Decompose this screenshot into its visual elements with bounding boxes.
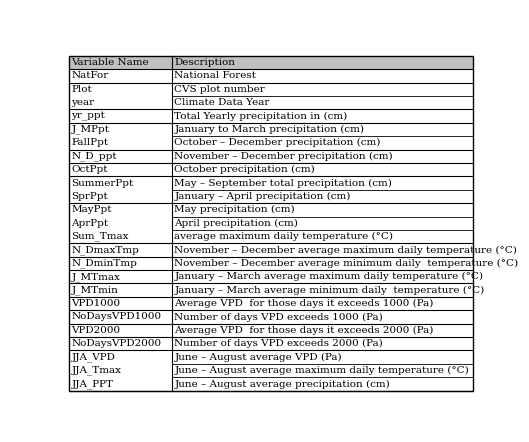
- Text: yr_ppt: yr_ppt: [71, 111, 105, 121]
- Text: January – March average maximum daily temperature (°C): January – March average maximum daily te…: [175, 272, 484, 282]
- Text: Number of days VPD exceeds 1000 (Pa): Number of days VPD exceeds 1000 (Pa): [175, 312, 383, 321]
- Text: JJA_PPT: JJA_PPT: [71, 379, 113, 389]
- Bar: [69, 337, 473, 351]
- Text: June – August average precipitation (cm): June – August average precipitation (cm): [175, 379, 390, 389]
- Bar: [69, 324, 473, 337]
- Text: April precipitation (cm): April precipitation (cm): [175, 219, 298, 228]
- Text: Sum_Tmax: Sum_Tmax: [71, 232, 129, 241]
- Text: November – December average maximum daily temperature (°C): November – December average maximum dail…: [175, 245, 517, 255]
- Text: J_MTmin: J_MTmin: [71, 286, 118, 295]
- Text: October precipitation (cm): October precipitation (cm): [175, 165, 315, 174]
- Bar: [69, 136, 473, 149]
- Text: average maximum daily temperature (°C): average maximum daily temperature (°C): [175, 232, 394, 241]
- Text: CVS plot number: CVS plot number: [175, 85, 265, 94]
- Bar: [69, 83, 473, 96]
- Text: May precipitation (cm): May precipitation (cm): [175, 205, 295, 214]
- Text: Variable Name: Variable Name: [71, 58, 149, 67]
- Text: May – September total precipitation (cm): May – September total precipitation (cm): [175, 179, 392, 187]
- Bar: [69, 163, 473, 176]
- Text: OctPpt: OctPpt: [71, 165, 108, 174]
- Bar: [69, 310, 473, 324]
- Bar: [69, 203, 473, 217]
- Text: Average VPD  for those days it exceeds 1000 (Pa): Average VPD for those days it exceeds 10…: [175, 299, 434, 308]
- Bar: [69, 230, 473, 243]
- Text: October – December precipitation (cm): October – December precipitation (cm): [175, 138, 381, 147]
- Bar: [69, 96, 473, 109]
- Bar: [69, 243, 473, 257]
- Bar: [69, 364, 473, 377]
- Bar: [69, 270, 473, 283]
- Bar: [69, 176, 473, 190]
- Text: VPD2000: VPD2000: [71, 326, 121, 335]
- Text: J_MPpt: J_MPpt: [71, 125, 110, 134]
- Text: Average VPD  for those days it exceeds 2000 (Pa): Average VPD for those days it exceeds 20…: [175, 326, 434, 335]
- Text: VPD1000: VPD1000: [71, 299, 121, 308]
- Text: June – August average maximum daily temperature (°C): June – August average maximum daily temp…: [175, 366, 469, 375]
- Bar: [69, 217, 473, 230]
- Bar: [69, 149, 473, 163]
- Text: January – April precipitation (cm): January – April precipitation (cm): [175, 192, 351, 201]
- Text: year: year: [71, 98, 95, 107]
- Text: AprPpt: AprPpt: [71, 219, 108, 228]
- Text: November – December precipitation (cm): November – December precipitation (cm): [175, 152, 393, 161]
- Text: MayPpt: MayPpt: [71, 206, 112, 214]
- Text: November – December average minimum daily  temperature (°C): November – December average minimum dail…: [175, 259, 518, 268]
- Text: N_DminTmp: N_DminTmp: [71, 259, 138, 268]
- Text: JJA_VPD: JJA_VPD: [71, 352, 115, 362]
- Bar: [69, 257, 473, 270]
- Text: National Forest: National Forest: [175, 71, 257, 80]
- Text: Climate Data Year: Climate Data Year: [175, 98, 270, 107]
- Text: SummerPpt: SummerPpt: [71, 179, 134, 187]
- Bar: [69, 109, 473, 123]
- Text: NoDaysVPD2000: NoDaysVPD2000: [71, 339, 161, 348]
- Text: June – August average VPD (Pa): June – August average VPD (Pa): [175, 353, 342, 362]
- Bar: [69, 123, 473, 136]
- Text: N_D_ppt: N_D_ppt: [71, 152, 117, 161]
- Bar: [69, 69, 473, 83]
- Text: NatFor: NatFor: [71, 71, 108, 80]
- Bar: [69, 190, 473, 203]
- Bar: [69, 297, 473, 310]
- Text: Plot: Plot: [71, 85, 92, 94]
- Bar: [69, 377, 473, 391]
- Text: Number of days VPD exceeds 2000 (Pa): Number of days VPD exceeds 2000 (Pa): [175, 339, 383, 348]
- Bar: [69, 283, 473, 297]
- Text: January – March average minimum daily  temperature (°C): January – March average minimum daily te…: [175, 286, 485, 295]
- Text: N_DmaxTmp: N_DmaxTmp: [71, 245, 139, 255]
- Text: SprPpt: SprPpt: [71, 192, 108, 201]
- Text: Description: Description: [175, 58, 235, 67]
- Text: NoDaysVPD1000: NoDaysVPD1000: [71, 312, 161, 321]
- Text: JJA_Tmax: JJA_Tmax: [71, 366, 122, 375]
- Bar: [69, 56, 473, 69]
- Text: J_MTmax: J_MTmax: [71, 272, 120, 282]
- Text: January to March precipitation (cm): January to March precipitation (cm): [175, 125, 364, 134]
- Text: Total Yearly precipitation in (cm): Total Yearly precipitation in (cm): [175, 111, 348, 121]
- Text: FallPpt: FallPpt: [71, 138, 108, 147]
- Bar: [69, 351, 473, 364]
